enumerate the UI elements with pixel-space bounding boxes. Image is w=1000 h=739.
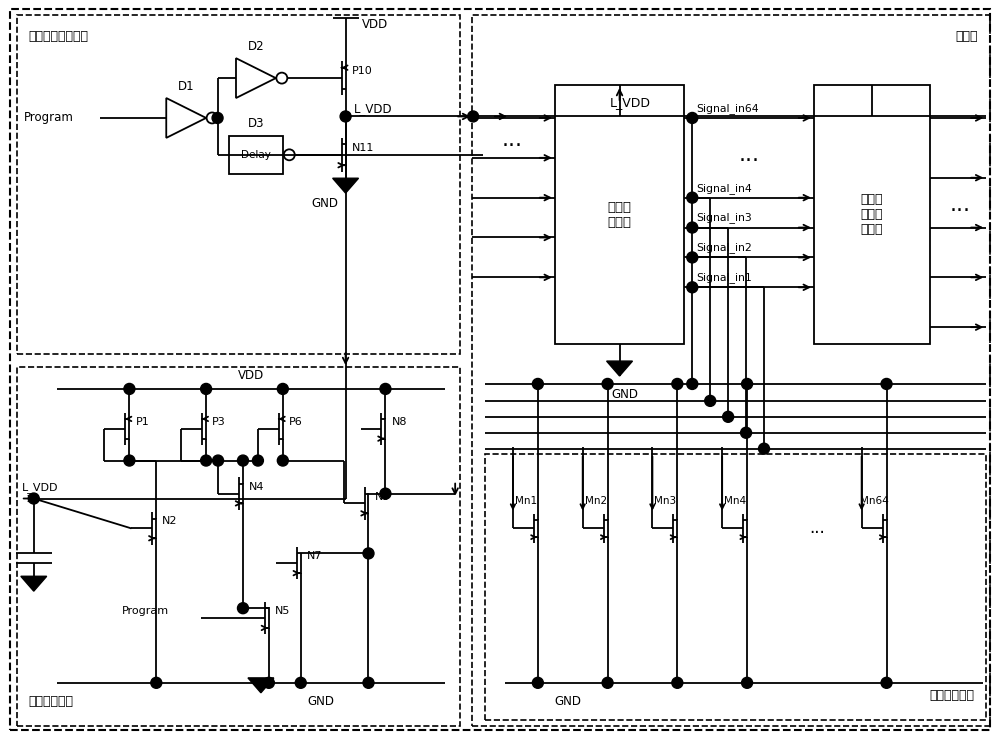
Text: Signal_in3: Signal_in3 [696,213,752,223]
Text: N9: N9 [374,491,390,502]
Polygon shape [333,178,359,193]
Text: 电压侦测电路: 电压侦测电路 [29,695,74,708]
Circle shape [687,252,698,263]
Text: GND: GND [555,695,582,708]
Polygon shape [21,576,47,591]
Circle shape [277,455,288,466]
Text: VDD: VDD [362,18,388,31]
Bar [485,454,986,720]
Text: L_VDD: L_VDD [610,97,651,109]
Circle shape [759,443,769,454]
Circle shape [363,548,374,559]
Circle shape [201,384,212,395]
Circle shape [687,378,698,389]
Text: N8: N8 [391,417,407,427]
Circle shape [124,455,135,466]
Circle shape [340,111,351,122]
Text: Mn3: Mn3 [654,497,676,506]
Circle shape [741,427,752,438]
Text: GND: GND [307,695,334,708]
Circle shape [363,678,374,688]
Text: L_VDD: L_VDD [22,483,58,494]
Text: Program: Program [121,606,169,616]
Text: Signal_in64: Signal_in64 [696,103,759,114]
Text: L_VDD: L_VDD [354,103,392,115]
Circle shape [28,493,39,504]
Bar [229,136,283,174]
Circle shape [237,603,248,613]
Circle shape [532,378,543,389]
Bar [814,85,930,344]
Text: N4: N4 [249,482,264,491]
Text: D1: D1 [178,80,195,93]
Circle shape [277,384,288,395]
Text: Mn4: Mn4 [724,497,746,506]
Text: GND: GND [611,388,638,401]
Text: ...: ... [501,130,522,150]
Text: N7: N7 [307,551,322,562]
Circle shape [212,112,223,123]
Text: N5: N5 [275,606,290,616]
Circle shape [687,112,698,123]
Text: 内核电源管理电路: 内核电源管理电路 [29,30,89,44]
Circle shape [213,455,224,466]
Circle shape [742,378,753,389]
Circle shape [602,678,613,688]
Text: D2: D2 [248,40,265,53]
Polygon shape [248,678,274,692]
Circle shape [687,192,698,203]
Bar [17,367,460,726]
Circle shape [602,378,613,389]
Circle shape [672,678,683,688]
Text: N2: N2 [162,517,178,526]
Circle shape [468,111,479,122]
Text: ...: ... [809,520,825,537]
Circle shape [252,455,263,466]
Circle shape [380,384,391,395]
Bar [472,16,990,726]
Text: 逻辑单
元电路: 逻辑单 元电路 [608,200,632,228]
Text: P3: P3 [212,417,226,427]
Text: D3: D3 [248,117,264,130]
Text: Mn1: Mn1 [515,497,537,506]
Text: 可编程
布线开
关矩阵: 可编程 布线开 关矩阵 [861,193,883,236]
Circle shape [705,395,716,406]
Text: P1: P1 [135,417,149,427]
Text: GND: GND [312,197,339,210]
Circle shape [532,678,543,688]
Circle shape [263,678,274,688]
Circle shape [742,678,753,688]
Circle shape [237,455,248,466]
Text: Program: Program [24,112,74,124]
Circle shape [687,282,698,293]
Circle shape [672,378,683,389]
Text: Signal_in1: Signal_in1 [696,273,752,283]
Text: Signal_in4: Signal_in4 [696,183,752,194]
Circle shape [295,678,306,688]
Text: ...: ... [950,194,971,214]
Circle shape [687,222,698,233]
Circle shape [881,678,892,688]
Text: 簇电路: 簇电路 [956,30,978,44]
Circle shape [151,678,162,688]
Circle shape [881,378,892,389]
Bar [17,16,460,354]
Text: VDD: VDD [238,369,264,382]
Bar [555,85,684,344]
Text: Delay: Delay [241,150,271,160]
Circle shape [201,455,212,466]
Text: Signal_in2: Signal_in2 [696,242,752,253]
Circle shape [380,488,391,499]
Text: Mn2: Mn2 [585,497,607,506]
Text: ...: ... [739,145,760,165]
Text: N11: N11 [352,143,374,153]
Polygon shape [607,361,633,376]
Text: Mn64: Mn64 [860,497,889,506]
Circle shape [124,384,135,395]
Circle shape [723,412,734,422]
Text: P6: P6 [289,417,303,427]
Text: P10: P10 [352,66,372,76]
Text: 下拉网络电路: 下拉网络电路 [929,689,974,702]
